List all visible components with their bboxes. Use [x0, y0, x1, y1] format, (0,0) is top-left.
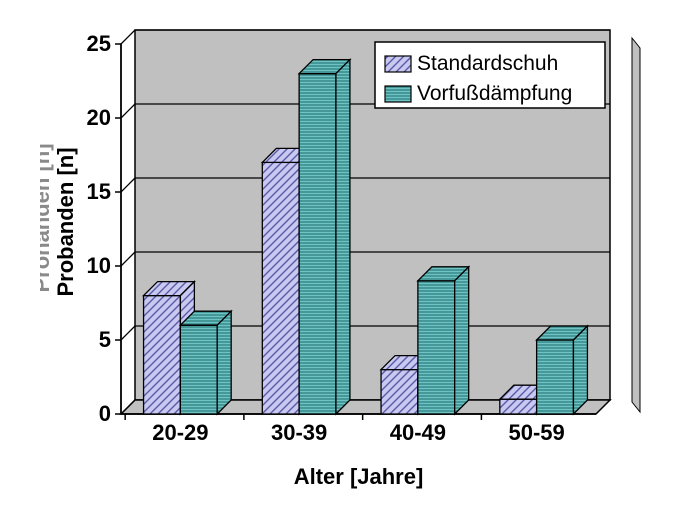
bar-front — [180, 325, 217, 414]
legend-swatch — [385, 56, 411, 72]
bar-front — [144, 296, 181, 414]
x-tick-label: 20-29 — [152, 420, 208, 445]
x-tick-label: 50-59 — [508, 420, 564, 445]
y-axis-label-ghost: Prohanden [n] — [40, 143, 54, 292]
bar-side — [573, 326, 587, 414]
x-tick-label: 40-49 — [390, 420, 446, 445]
y-tick-label: 20 — [87, 105, 111, 130]
legend-label: Vorfußdämpfung — [417, 82, 572, 105]
bar-front — [381, 370, 418, 414]
bar-side — [217, 311, 231, 414]
bar-front — [299, 74, 336, 414]
legend-swatch — [385, 86, 411, 102]
bar-front — [500, 399, 537, 414]
y-tick-label: 25 — [87, 31, 111, 56]
y-tick-label: 5 — [99, 327, 111, 352]
x-tick-label: 30-39 — [271, 420, 327, 445]
bar-side — [336, 60, 350, 414]
chart-container: 0 5 10 15 20 25 20-29 30-39 40-49 50-59 Alter [Jah… — [40, 20, 660, 500]
legend-label: Standardschuh — [417, 52, 558, 75]
bar-front — [537, 340, 574, 414]
bar-side — [455, 267, 469, 414]
bar-chart-svg: 0 5 10 15 20 25 20-29 30-39 40-49 50-59 Alter [Jah… — [40, 20, 660, 500]
y-tick-label: 15 — [87, 179, 111, 204]
y-tick-label: 10 — [87, 253, 111, 278]
y-axis-label: Probanden [n] — [53, 147, 78, 296]
right-edge-artifact — [632, 38, 640, 412]
x-axis-label: Alter [Jahre] — [294, 464, 424, 489]
y-tick-label: 0 — [99, 401, 111, 426]
bar-front — [262, 162, 299, 414]
bar-front — [418, 281, 455, 414]
